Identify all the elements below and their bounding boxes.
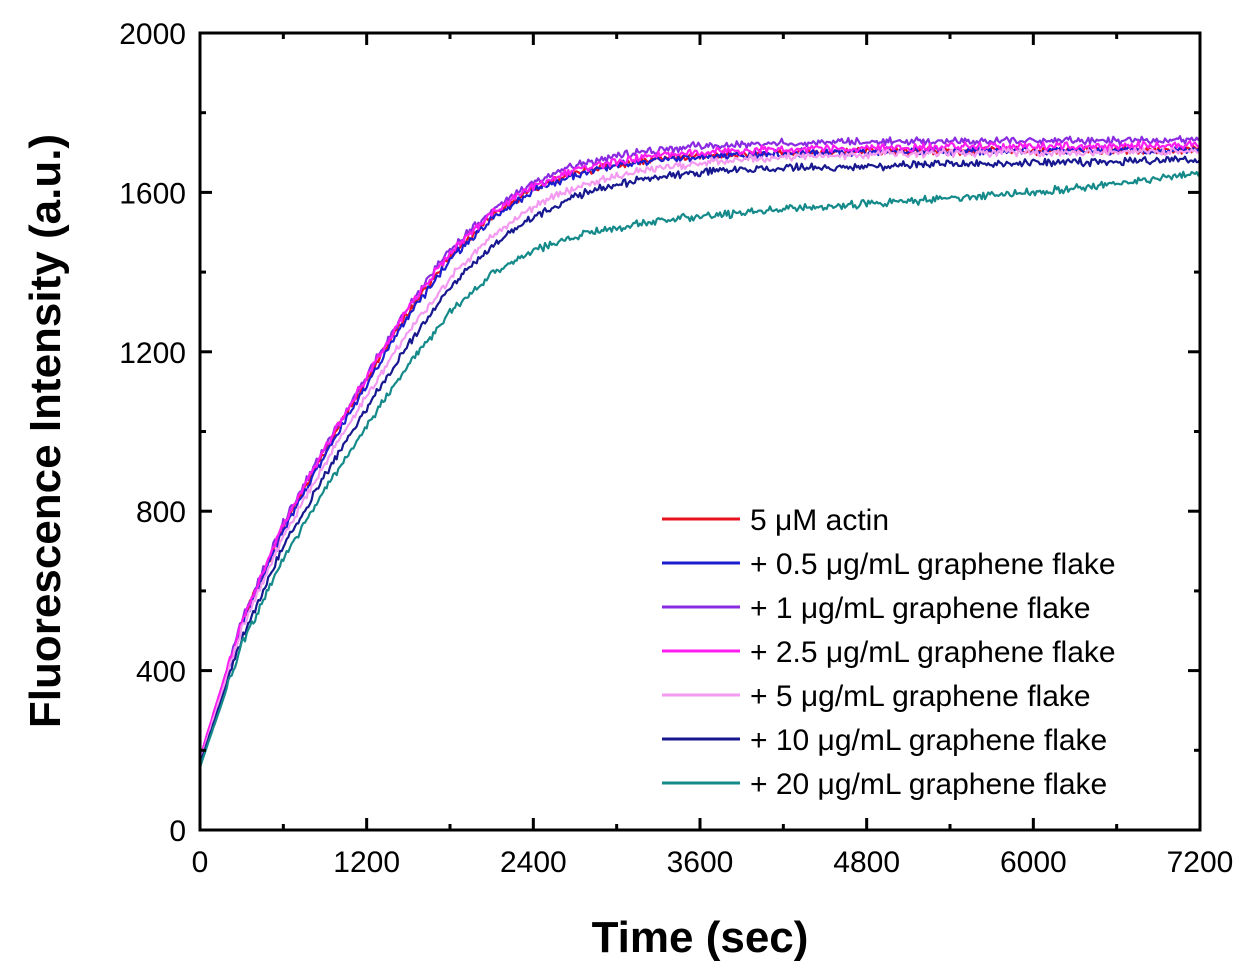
x-axis-title: Time (sec): [592, 913, 809, 962]
x-tick-label: 3600: [667, 846, 734, 879]
series-line-3: [198, 140, 1201, 759]
y-tick-label: 400: [136, 656, 186, 689]
legend-label-5: + 10 μg/mL graphene flake: [750, 724, 1107, 757]
legend-label-0: 5 μM actin: [750, 504, 889, 537]
x-tick-label: 1200: [333, 846, 400, 879]
legend: 5 μM actin + 0.5 μg/mL graphene flake + 1 …: [662, 504, 1116, 801]
series-line-5: [198, 155, 1201, 765]
y-tick-label: 1600: [119, 177, 186, 210]
legend-label-1: + 0.5 μg/mL graphene flake: [750, 548, 1116, 581]
x-tick-label: 6000: [1000, 846, 1067, 879]
tick-layer: 0 1200 2400 3600 4800 6000 7200 0 400 800 1200 1600…: [119, 18, 1233, 879]
legend-label-3: + 2.5 μg/mL graphene flake: [750, 636, 1116, 669]
series-line-6: [198, 170, 1202, 769]
x-tick-label: 7200: [1167, 846, 1234, 879]
y-tick-label: 0: [169, 815, 186, 848]
y-tick-label: 800: [136, 496, 186, 529]
x-tick-label: 2400: [500, 846, 567, 879]
y-axis-title: Fluorescence Intensity (a.u.): [21, 134, 70, 728]
series-line-4: [198, 146, 1201, 763]
y-tick-label: 2000: [119, 18, 186, 51]
legend-label-4: + 5 μg/mL graphene flake: [750, 680, 1091, 713]
y-tick-label: 1200: [119, 337, 186, 370]
series-layer: [198, 135, 1202, 769]
legend-label-2: + 1 μg/mL graphene flake: [750, 592, 1091, 625]
x-tick-label: 4800: [833, 846, 900, 879]
legend-label-6: + 20 μg/mL graphene flake: [750, 768, 1107, 801]
x-tick-label: 0: [192, 846, 209, 879]
